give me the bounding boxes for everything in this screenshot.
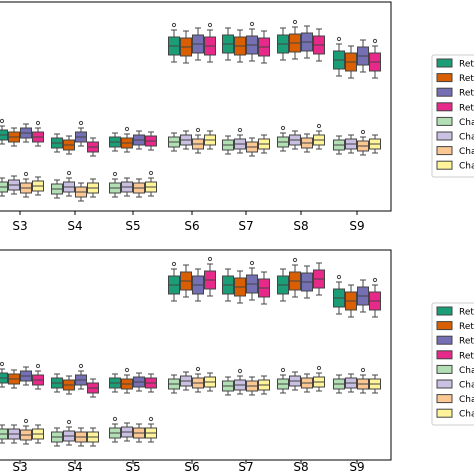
outlier-point	[336, 274, 342, 280]
x-tick-label: S9	[349, 219, 364, 233]
outlier-point	[23, 418, 29, 424]
legend-swatch	[436, 102, 453, 112]
legend-swatch	[436, 87, 453, 97]
legend-label: Cha	[459, 366, 474, 376]
outlier-point	[249, 21, 255, 27]
legend-label: Ret	[459, 89, 474, 99]
legend-label: Cha	[459, 395, 474, 405]
legend-swatch	[436, 306, 453, 316]
legend-swatch	[436, 116, 453, 126]
x-tick-label: S3	[12, 219, 27, 233]
legend-swatch	[436, 160, 453, 170]
outlier-point	[0, 361, 5, 367]
outlier-point	[360, 129, 366, 135]
outlier-point	[249, 260, 255, 266]
outlier-point	[316, 123, 322, 129]
outlier-point	[195, 127, 201, 133]
outlier-point	[171, 22, 177, 28]
x-tick-label: S7	[238, 219, 253, 233]
outlier-point	[148, 416, 154, 422]
x-tick-label: S5	[125, 219, 140, 233]
x-tick-label: S3	[12, 460, 27, 474]
outlier-point	[360, 367, 366, 373]
legend-label: Ret	[459, 322, 474, 332]
x-tick-label: S9	[349, 460, 364, 474]
outlier-point	[148, 170, 154, 176]
x-tick-label: S6	[184, 460, 199, 474]
legend-label: Cha	[459, 133, 474, 143]
outlier-point	[78, 363, 84, 369]
legend-label: Cha	[459, 410, 474, 420]
x-tick-label: S8	[293, 460, 308, 474]
legend-label: Cha	[459, 147, 474, 157]
outlier-point	[280, 125, 286, 131]
outlier-point	[292, 257, 298, 263]
outlier-point	[237, 368, 243, 374]
outlier-point	[124, 126, 130, 132]
x-tick-label: S5	[125, 460, 140, 474]
outlier-point	[66, 170, 72, 176]
legend-label: Ret	[459, 103, 474, 113]
outlier-point	[292, 19, 298, 25]
legend-swatch	[436, 394, 453, 404]
outlier-point	[237, 127, 243, 133]
legend-label: Cha	[459, 162, 474, 172]
x-tick-label: S6	[184, 219, 199, 233]
outlier-point	[207, 22, 213, 28]
outlier-point	[66, 419, 72, 425]
outlier-point	[195, 366, 201, 372]
legend-swatch	[436, 321, 453, 331]
outlier-point	[112, 171, 118, 177]
outlier-point	[112, 416, 118, 422]
outlier-point	[316, 365, 322, 371]
legend-swatch	[436, 364, 453, 374]
outlier-point	[0, 118, 5, 124]
outlier-point	[372, 38, 378, 44]
legend-label: Ret	[459, 74, 474, 84]
legend-swatch	[436, 73, 453, 83]
outlier-point	[35, 120, 41, 126]
legend-swatch	[436, 335, 453, 345]
legend-label: Ret	[459, 60, 474, 70]
legend-swatch	[436, 379, 453, 389]
legend: Ret Ret Ret Ret Cha Cha Cha Cha	[431, 302, 474, 426]
outlier-point	[78, 120, 84, 126]
outlier-point	[372, 277, 378, 283]
legend-swatch	[436, 350, 453, 360]
legend: Ret Ret Ret Ret Cha Cha Cha Cha	[431, 54, 474, 178]
legend-label: Ret	[459, 337, 474, 347]
outlier-point	[124, 367, 130, 373]
x-tick-label: S4	[67, 219, 82, 233]
legend-swatch	[436, 146, 453, 156]
legend-swatch	[436, 408, 453, 418]
x-tick-label: S4	[67, 460, 82, 474]
x-tick-label: S7	[238, 460, 253, 474]
legend-label: Ret	[459, 308, 474, 318]
outlier-point	[35, 363, 41, 369]
outlier-point	[207, 256, 213, 262]
legend-swatch	[436, 58, 453, 68]
top-panel: S3 S4 S5 S6 S7 S8 S9 Ret Ret Ret Ret Cha Cha Cha Cha	[0, 1, 474, 233]
outlier-point	[336, 36, 342, 42]
legend-swatch	[436, 131, 453, 141]
legend-label: Cha	[459, 381, 474, 391]
outlier-point	[23, 171, 29, 177]
legend-label: Ret	[459, 351, 474, 361]
legend-label: Cha	[459, 118, 474, 128]
bottom-panel: S3 S4 S5 S6 S7 S8 S9 Ret Ret Ret Ret Cha Cha Cha Cha	[0, 249, 474, 474]
outlier-point	[171, 261, 177, 267]
outlier-point	[280, 367, 286, 373]
x-tick-label: S8	[293, 219, 308, 233]
